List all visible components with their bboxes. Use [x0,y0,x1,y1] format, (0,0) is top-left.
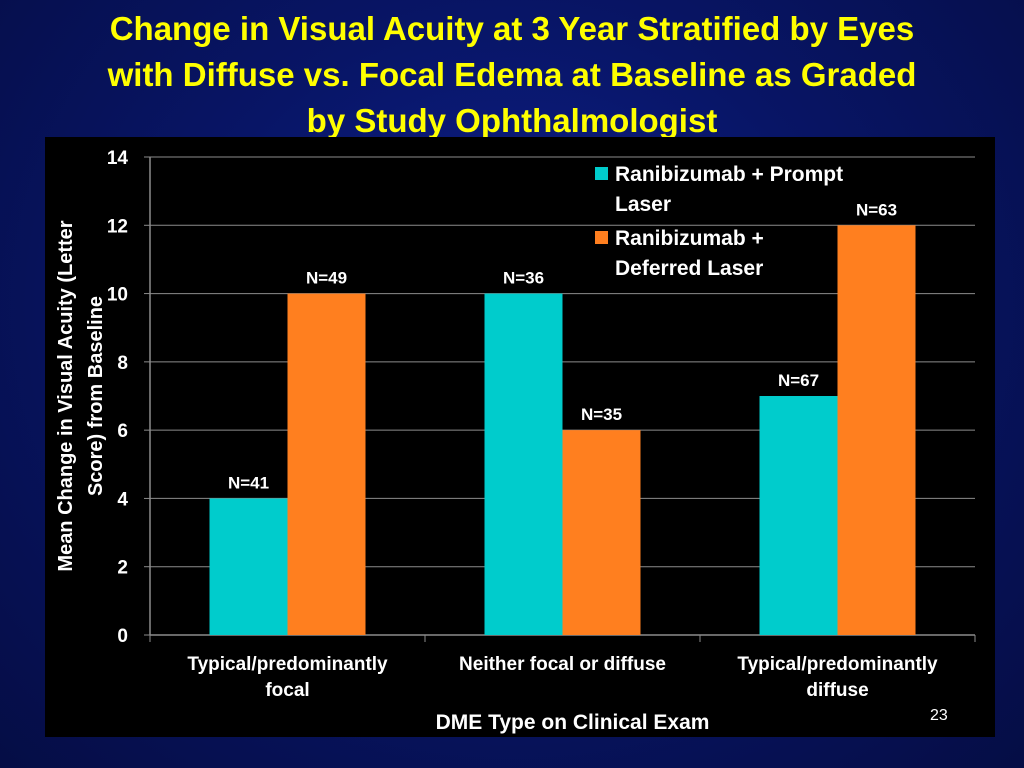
legend-label: Ranibizumab + [615,227,764,250]
bar [759,396,838,635]
legend-label: Ranibizumab + Prompt [615,163,843,186]
bar [209,498,288,635]
bar-data-label: N=63 [856,200,897,219]
bar [287,293,366,635]
y-tick-label: 4 [117,489,128,510]
y-tick-label: 8 [117,353,128,374]
bar-data-label: N=41 [228,473,269,492]
y-tick-label: 12 [107,216,128,237]
x-tick-label: focal [265,680,309,701]
legend-label: Laser [615,193,671,216]
bar-data-label: N=35 [581,405,622,424]
bar [484,293,563,635]
x-tick-label: Typical/predominantly [737,654,938,675]
bar-data-label: N=49 [306,269,347,288]
legend-swatch [595,231,608,244]
x-tick-label: Typical/predominantly [187,654,388,675]
y-axis-title: Mean Change in Visual Acuity (Letter [55,220,77,571]
y-tick-label: 2 [117,558,128,579]
bar-chart: 0 2 4 6 8 10 12 14 N=41 N=36 N=67 N=49 N=35 N=63 Typic… [55,148,976,734]
x-tick-label: Neither focal or diffuse [459,654,666,675]
y-tick-label: 10 [107,285,128,306]
y-axis-title: Score) from Baseline [85,296,107,496]
x-axis-title: DME Type on Clinical Exam [436,711,710,734]
y-tick-label: 6 [117,421,128,442]
slide-title-line-1: Change in Visual Acuity at 3 Year Strati… [109,10,915,47]
y-tick-label: 14 [107,148,129,169]
legend-swatch [595,167,608,180]
slide-title-line-3: by Study Ophthalmologist [306,102,718,139]
bar [837,225,916,635]
bar [562,430,641,635]
bar-data-label: N=67 [778,371,819,390]
slide-number: 23 [930,707,948,724]
legend-label: Deferred Laser [615,257,763,280]
slide-title-line-2: with Diffuse vs. Focal Edema at Baseline… [107,56,917,93]
x-tick-label: diffuse [806,680,868,701]
slide-title: Change in Visual Acuity at 3 Year Strati… [0,6,1024,144]
y-tick-label: 0 [117,626,128,647]
bar-data-label: N=36 [503,269,544,288]
